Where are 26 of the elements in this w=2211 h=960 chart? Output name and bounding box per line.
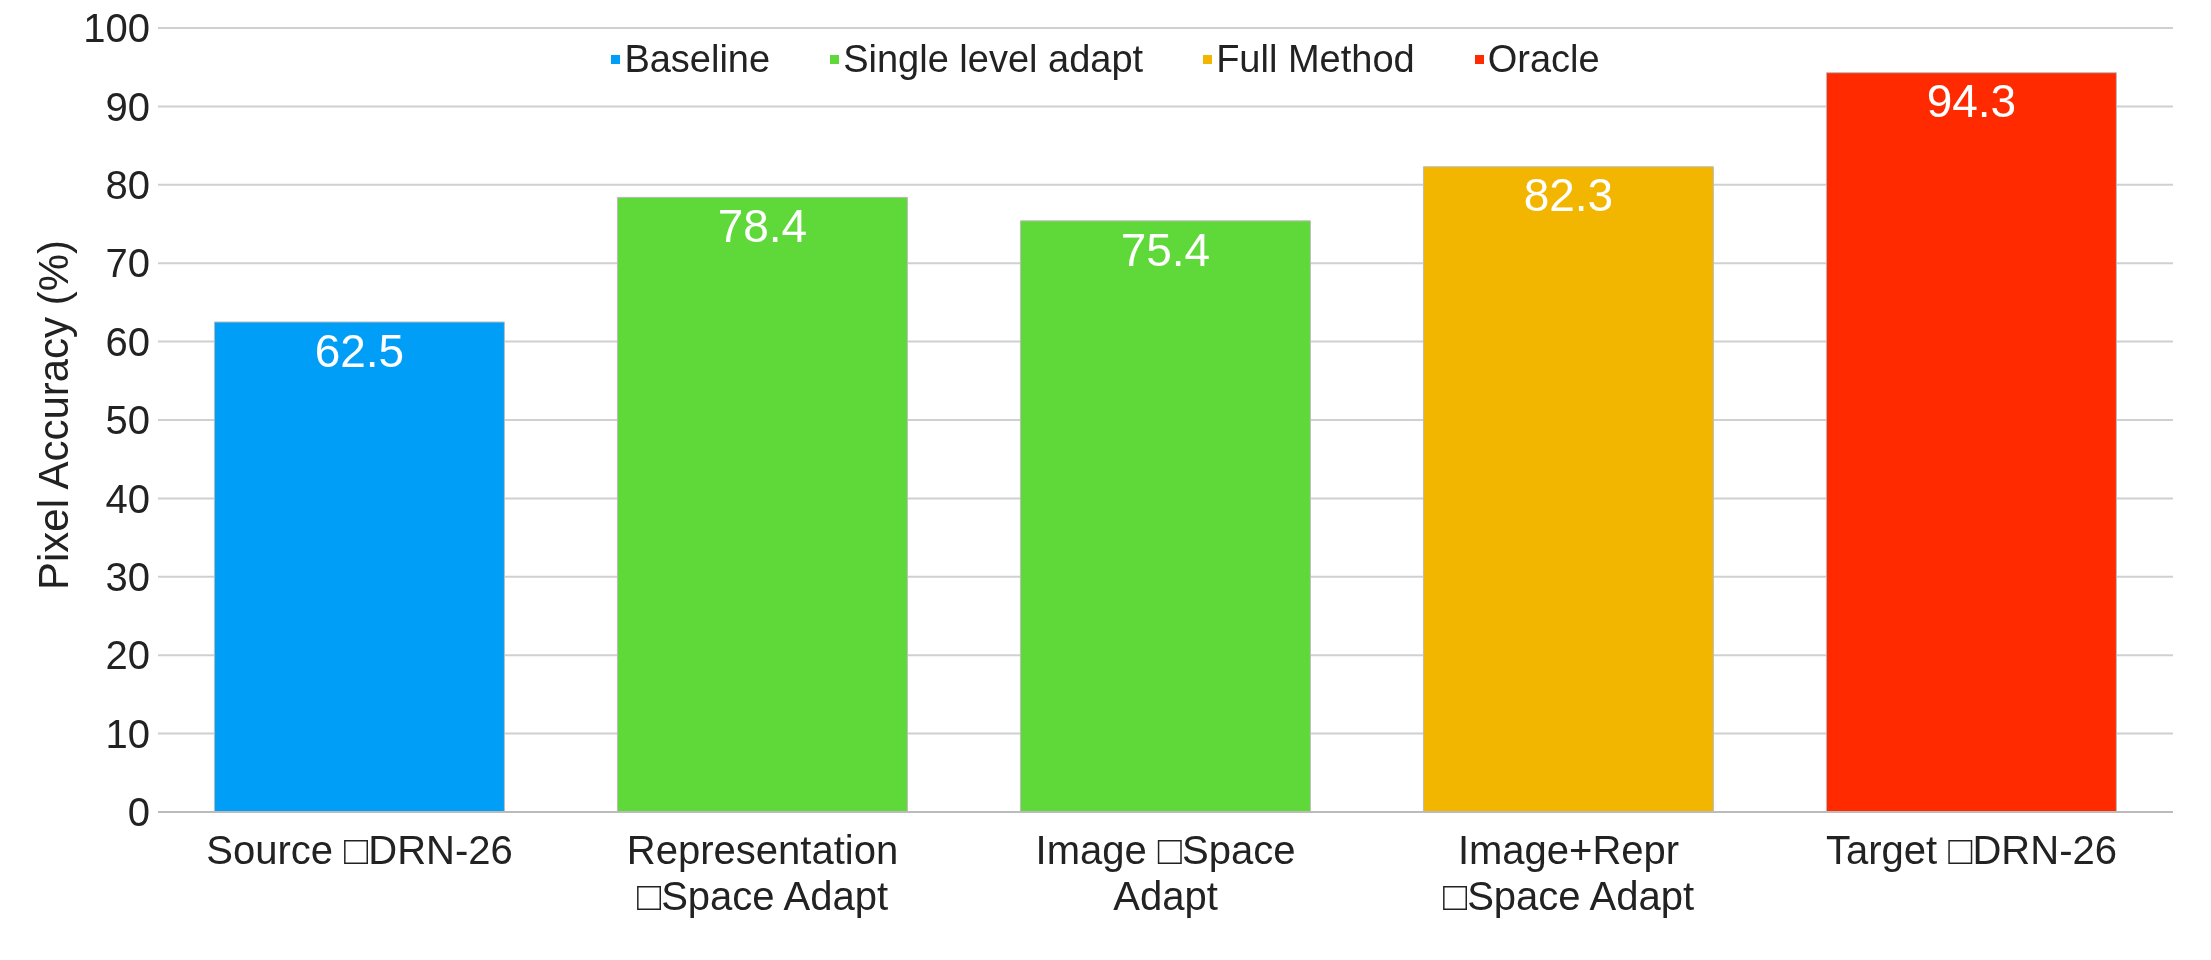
legend-label: Single level adapt [843, 38, 1144, 81]
y-tick-label: 30 [105, 555, 150, 599]
y-tick-label: 90 [105, 84, 150, 129]
x-tick-label: Image □Space Adapt [1035, 828, 1296, 918]
y-tick-label: 60 [105, 319, 150, 364]
data-label: 62.5 [314, 324, 405, 377]
y-tick-label: 100 [83, 6, 150, 51]
y-tick-label: 0 [127, 790, 150, 835]
x-tick-label: Target □DRN-26 [1826, 828, 2117, 872]
y-axis-title: Pixel Accuracy (%) [29, 239, 77, 590]
data-label: 78.4 [717, 200, 808, 252]
data-label: 94.3 [1926, 75, 2017, 128]
x-tick-label: Representation □Space Adapt [626, 828, 899, 918]
y-tick-label: 80 [105, 163, 150, 207]
x-tick-label: Image+Repr □Space Adapt [1442, 828, 1695, 918]
y-tick-label: 20 [105, 633, 150, 678]
y-tick-label: 70 [105, 241, 150, 286]
y-tick-label: 40 [105, 476, 150, 521]
data-label: 75.4 [1120, 223, 1211, 276]
legend-label: Full Method [1216, 38, 1415, 81]
legend-label: Baseline [624, 38, 771, 81]
y-tick-label: 50 [105, 398, 150, 443]
legend-label: Oracle [1487, 38, 1600, 81]
data-label: 82.3 [1523, 169, 1614, 222]
x-tick-label: Source □DRN-26 [206, 828, 513, 872]
y-tick-label: 10 [105, 711, 150, 756]
